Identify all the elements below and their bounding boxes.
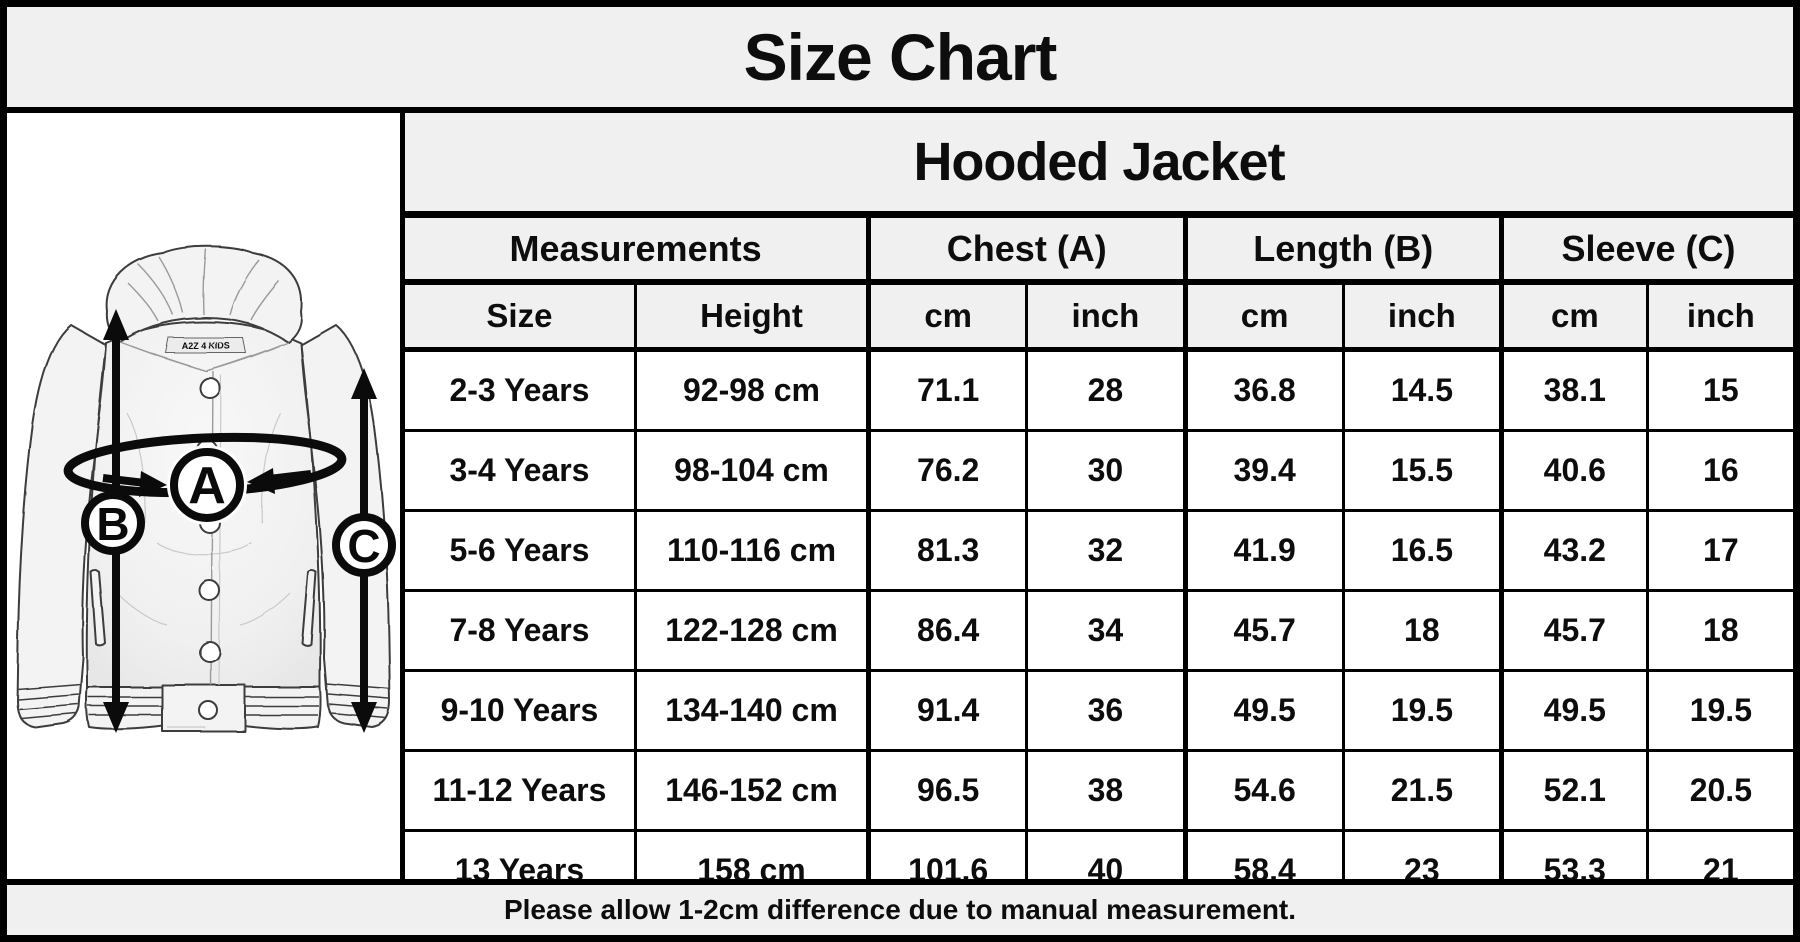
cell-height: 110-116 cm xyxy=(633,509,871,592)
table-row: 5-6 Years 110-116 cm 81.3 32 41.9 16.5 4… xyxy=(405,509,1793,592)
jacket-diagram-panel: A2Z 4 KIDS xyxy=(7,113,400,879)
cell-sleeve-cm: 43.2 xyxy=(1498,509,1649,592)
cell-sleeve-cm: 38.1 xyxy=(1498,348,1649,432)
cell-length-cm: 49.5 xyxy=(1182,669,1345,752)
cell-chest-inch: 28 xyxy=(1025,348,1187,432)
col-header-size: Size xyxy=(405,280,637,352)
col-header-length-cm: cm xyxy=(1182,280,1345,352)
group-sleeve: Sleeve (C) xyxy=(1498,213,1793,285)
hem-right xyxy=(239,686,322,730)
cell-length-inch: 21.5 xyxy=(1341,749,1503,832)
page-title: Size Chart xyxy=(743,20,1058,94)
hem-left xyxy=(85,686,168,730)
group-length: Length (B) xyxy=(1182,213,1503,285)
cell-length-cm: 41.9 xyxy=(1182,509,1345,592)
cell-chest-inch: 36 xyxy=(1025,669,1187,752)
left-pocket xyxy=(90,569,106,647)
sleeve-label: C xyxy=(347,520,380,572)
cell-sleeve-inch: 15 xyxy=(1645,348,1793,432)
length-label: B xyxy=(96,498,129,550)
sleeve-badge-c: C xyxy=(332,513,396,577)
table-row: 2-3 Years 92-98 cm 71.1 28 36.8 14.5 38.… xyxy=(405,348,1793,432)
cell-chest-cm: 96.5 xyxy=(866,749,1029,832)
cell-length-cm: 54.6 xyxy=(1182,749,1345,832)
cell-height: 146-152 cm xyxy=(633,749,871,832)
cell-chest-cm: 81.3 xyxy=(866,509,1029,592)
cell-sleeve-cm: 45.7 xyxy=(1498,589,1649,672)
cell-size: 7-8 Years xyxy=(405,589,637,672)
cell-length-inch: 14.5 xyxy=(1341,348,1503,432)
length-badge-b: B xyxy=(81,491,145,555)
cell-sleeve-cm: 40.6 xyxy=(1498,429,1649,512)
content-area: A2Z 4 KIDS xyxy=(7,113,1793,909)
footer-note: Please allow 1-2cm difference due to man… xyxy=(503,894,1297,925)
size-table: Hooded Jacket Measurements Chest (A) Len… xyxy=(405,113,1793,909)
cell-sleeve-inch: 18 xyxy=(1645,589,1793,672)
fabric-folds xyxy=(116,412,291,626)
cell-sleeve-cm: 49.5 xyxy=(1498,669,1649,752)
cell-length-inch: 18 xyxy=(1341,589,1503,672)
chest-badge-a: A xyxy=(170,448,244,522)
table-row: 7-8 Years 122-128 cm 86.4 34 45.7 18 45.… xyxy=(405,589,1793,672)
right-pocket xyxy=(301,569,317,647)
title-bar: Size Chart xyxy=(7,7,1793,113)
cell-chest-inch: 32 xyxy=(1025,509,1187,592)
cell-chest-inch: 34 xyxy=(1025,589,1187,672)
collar-label-band xyxy=(165,337,247,354)
col-header-length-inch: inch xyxy=(1341,280,1503,352)
cell-height: 98-104 cm xyxy=(633,429,871,512)
cell-size: 3-4 Years xyxy=(405,429,637,512)
collar-label-text: A2Z 4 KIDS xyxy=(182,341,231,351)
cell-size: 9-10 Years xyxy=(405,669,637,752)
product-title-row: Hooded Jacket xyxy=(405,113,1793,218)
cell-chest-inch: 30 xyxy=(1025,429,1187,512)
table-row: 11-12 Years 146-152 cm 96.5 38 54.6 21.5… xyxy=(405,749,1793,832)
cell-sleeve-inch: 16 xyxy=(1645,429,1793,512)
hooded-jacket-illustration: A2Z 4 KIDS xyxy=(16,245,396,733)
cell-sleeve-cm: 52.1 xyxy=(1498,749,1649,832)
col-header-chest-cm: cm xyxy=(866,280,1029,352)
cell-size: 2-3 Years xyxy=(405,348,637,432)
cell-length-cm: 39.4 xyxy=(1182,429,1345,512)
cell-length-cm: 45.7 xyxy=(1182,589,1345,672)
col-header-sleeve-inch: inch xyxy=(1645,280,1793,352)
cell-height: 92-98 cm xyxy=(633,348,871,432)
chest-label: A xyxy=(188,457,226,515)
cell-size: 11-12 Years xyxy=(405,749,637,832)
hood-folds xyxy=(127,248,280,322)
cell-length-inch: 15.5 xyxy=(1341,429,1503,512)
cell-height: 134-140 cm xyxy=(633,669,871,752)
group-chest: Chest (A) xyxy=(866,213,1187,285)
column-header-row: Size Height cm inch cm inch cm inch xyxy=(405,280,1793,352)
col-header-height: Height xyxy=(633,280,871,352)
cell-length-inch: 19.5 xyxy=(1341,669,1503,752)
left-cuff-ribbing xyxy=(16,683,82,719)
table-row: 3-4 Years 98-104 cm 76.2 30 39.4 15.5 40… xyxy=(405,429,1793,512)
cell-height: 122-128 cm xyxy=(633,589,871,672)
cell-sleeve-inch: 17 xyxy=(1645,509,1793,592)
col-header-sleeve-cm: cm xyxy=(1498,280,1649,352)
group-measurements: Measurements xyxy=(405,213,871,285)
table-row: 9-10 Years 134-140 cm 91.4 36 49.5 19.5 … xyxy=(405,669,1793,752)
cell-chest-inch: 38 xyxy=(1025,749,1187,832)
cell-sleeve-inch: 20.5 xyxy=(1645,749,1793,832)
cell-length-inch: 16.5 xyxy=(1341,509,1503,592)
cell-chest-cm: 91.4 xyxy=(866,669,1029,752)
cell-length-cm: 36.8 xyxy=(1182,348,1345,432)
footer-bar: Please allow 1-2cm difference due to man… xyxy=(7,879,1793,935)
cell-chest-cm: 71.1 xyxy=(866,348,1029,432)
size-table-panel: Hooded Jacket Measurements Chest (A) Len… xyxy=(400,113,1793,909)
product-title: Hooded Jacket xyxy=(405,113,1793,218)
col-header-chest-inch: inch xyxy=(1025,280,1187,352)
group-header-row: Measurements Chest (A) Length (B) Sleeve… xyxy=(405,213,1793,285)
cell-chest-cm: 76.2 xyxy=(866,429,1029,512)
cell-size: 5-6 Years xyxy=(405,509,637,592)
cell-sleeve-inch: 19.5 xyxy=(1645,669,1793,752)
cell-chest-cm: 86.4 xyxy=(866,589,1029,672)
